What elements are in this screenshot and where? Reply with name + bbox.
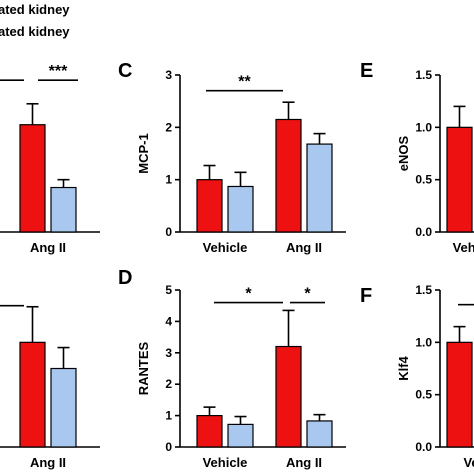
significance-label: *** [49,63,68,80]
bar-a-s0-c1 [19,124,46,233]
x-category-label: Vehicle [453,240,474,255]
bar-b-s0-c1 [19,341,46,448]
bar-b-s1-c1 [50,367,77,448]
legend: ated kidney ated kidney [0,2,70,39]
panel-d: D 0 1 2 3 4 5 RANTES Vehicle Ang II * * [118,267,346,470]
bar-c-s1-c1 [306,143,333,233]
bar-c-s1-c0 [227,185,254,233]
y-tick-label: 0.0 [415,440,432,454]
panel-b: Ang II [0,304,100,470]
y-tick-label: 3 [165,68,172,82]
y-tick-label: 2 [165,377,172,391]
y-tick-label: 0.5 [415,388,432,402]
bar-c-s0-c0 [196,179,223,233]
y-tick-label: 3 [165,346,172,360]
x-category-label: Vehicle [203,240,248,255]
y-tick-label: 2 [165,120,172,134]
y-tick-label: 0 [165,225,172,239]
y-axis-label: eNOS [396,135,411,171]
bar-d-s0-c0 [196,415,223,448]
bar-d-s1-c0 [227,423,254,448]
legend-entry-0: ated kidney [0,2,70,17]
x-category-label: Ang II [30,455,66,470]
bar-d-s1-c1 [306,420,333,448]
significance-label: ** [238,74,251,91]
panel-letter: C [118,60,132,82]
y-axis-label: RANTES [136,341,151,395]
significance-label: * [245,286,252,303]
significance-label: * [304,286,311,303]
y-tick-label: 4 [165,314,172,328]
panel-c: C 0 1 2 3 MCP-1 Vehicle Ang II ** [118,60,346,255]
legend-entry-1: ated kidney [0,24,70,39]
x-category-label: Ang II [286,240,322,255]
x-category-label: Veh [463,455,474,470]
y-tick-label: 0.5 [415,173,432,187]
y-axis-label: MCP-1 [136,133,151,173]
panel-a: Ang II *** [0,63,100,255]
y-tick-label: 1.0 [415,335,432,349]
bar-f-s0-c0 [446,341,473,448]
panel-letter: E [360,60,373,82]
bar-c-s0-c1 [275,118,302,233]
panel-f: F 0.0 0.5 1.0 1.5 Klf4 Veh [360,283,474,470]
bar-e-s0-c0 [446,126,473,233]
y-tick-label: 1 [165,409,172,423]
y-axis-label: Klf4 [396,355,411,380]
x-category-label: Ang II [286,455,322,470]
x-category-label: Ang II [30,240,66,255]
y-tick-label: 1.0 [415,120,432,134]
x-category-label: Vehicle [203,455,248,470]
y-tick-label: 1.5 [415,68,432,82]
bar-a-s1-c1 [50,186,77,233]
y-tick-label: 0 [165,440,172,454]
panel-e: E 0.0 0.5 1.0 1.5 eNOS Vehicle [360,60,474,255]
panel-letter: D [118,267,132,289]
y-tick-label: 1.5 [415,283,432,297]
y-tick-label: 0.0 [415,225,432,239]
y-tick-label: 5 [165,283,172,297]
panel-letter: F [360,285,372,307]
y-tick-label: 1 [165,173,172,187]
bar-d-s0-c1 [275,345,302,448]
